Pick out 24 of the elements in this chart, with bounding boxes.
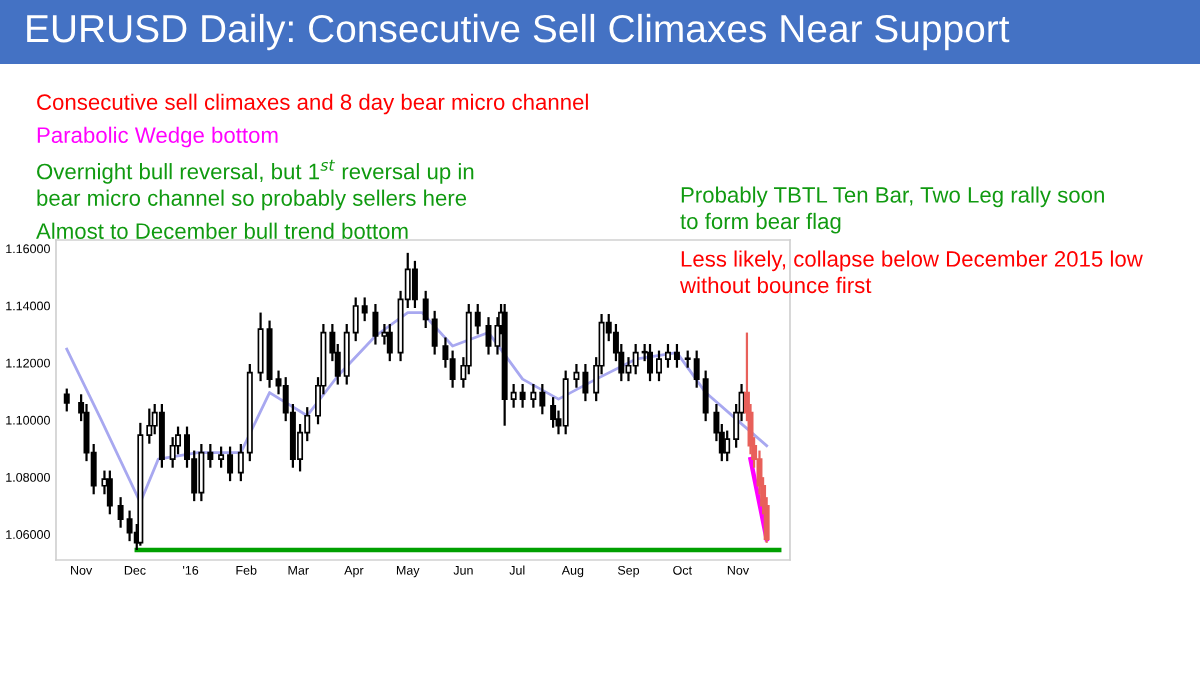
candlestick bbox=[625, 356, 632, 383]
text: Consecutive sell climaxes and 8 day bear micro channel bbox=[37, 93, 588, 115]
candlestick bbox=[573, 362, 580, 389]
candlestick bbox=[106, 469, 113, 516]
candlestick bbox=[158, 402, 165, 469]
candlestick bbox=[218, 445, 225, 469]
text: Almost to December bull trend bottom bbox=[36, 222, 408, 239]
candlestick bbox=[63, 387, 70, 413]
annotation: Less likely, collapse below December 2015 low without bounce first bbox=[679, 250, 1143, 294]
text: Probably TBTL Ten Bar, Two Leg rally soon to form bear flag bbox=[680, 186, 1104, 234]
chart-title: EURUSD Daily: Consecutive Sell Climaxes Near Support bbox=[27, 13, 1010, 51]
candlestick bbox=[386, 322, 393, 363]
candlestick bbox=[647, 342, 654, 383]
candlestick bbox=[562, 369, 569, 436]
candlestick bbox=[126, 509, 133, 543]
candlestick bbox=[550, 396, 557, 429]
candlestick bbox=[198, 442, 205, 503]
candlestick bbox=[673, 342, 680, 369]
candlestick bbox=[372, 302, 379, 346]
candlestick bbox=[519, 382, 526, 409]
text: Parabolic Wedge bottom bbox=[37, 126, 278, 148]
candlestick bbox=[411, 259, 418, 310]
candlestick bbox=[530, 382, 537, 409]
text: Overnight bull reversal, but 1$^{st}$ reversal up in bear micro channel so probably sellers here bbox=[37, 159, 474, 211]
